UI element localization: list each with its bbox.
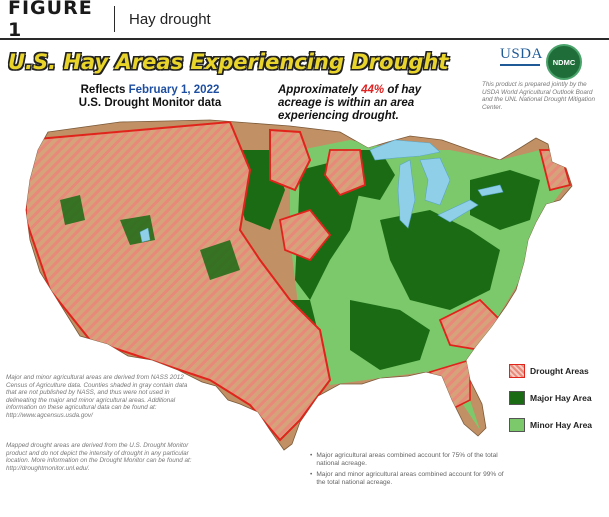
figure-title: Hay drought (129, 10, 211, 28)
lake-huron (419, 157, 451, 206)
legend-item-minor: Minor Hay Area (509, 418, 592, 432)
major-hay-ohio-valley (380, 210, 500, 310)
reflects-prefix: Reflects (80, 84, 126, 96)
reflects-date: February 1, 2022 (128, 84, 220, 96)
drought-upper-midwest (324, 149, 366, 197)
map-legend: Drought Areas Major Hay Area Minor Hay A… (509, 364, 592, 445)
drought-source-note: Mapped drought areas are derived from th… (6, 442, 192, 472)
major-hay-northeast (470, 170, 540, 230)
drought-minnesota (278, 208, 332, 262)
major-hay-south (350, 300, 430, 370)
header-separator (114, 6, 115, 32)
approx-percent: 44% (361, 84, 385, 96)
legend-item-major: Major Hay Area (509, 391, 592, 405)
acreage-bullets: • Major agricultural areas combined accou… (310, 452, 510, 490)
usda-logo: USDA (500, 46, 543, 66)
approx-text: Approximately 44% of hay acreage is with… (278, 84, 438, 123)
approx-suffix: of hay acreage is within an area experie… (278, 84, 422, 122)
drought-north-plains (269, 128, 312, 192)
legend-swatch-drought (509, 364, 525, 378)
usda-wordmark: USDA (500, 46, 543, 62)
legend-item-drought: Drought Areas (509, 364, 592, 378)
great-salt-lake (139, 227, 151, 243)
legend-swatch-minor (509, 418, 525, 432)
legend-swatch-major (509, 391, 525, 405)
ndmc-logo: NDMC (546, 44, 582, 80)
legend-label-drought: Drought Areas (530, 366, 589, 376)
lake-superior (369, 139, 441, 161)
figure-header: FIGURE 1 Hay drought (0, 0, 609, 41)
major-hay-midwest (295, 160, 360, 300)
lake-ontario (477, 184, 504, 197)
approx-prefix: Approximately (278, 84, 358, 96)
usda-underline (500, 64, 540, 66)
drought-west (26, 120, 332, 442)
legend-label-minor: Minor Hay Area (530, 420, 593, 430)
bullet-text-major: Major agricultural areas combined accoun… (316, 452, 498, 467)
bullet-item: • Major agricultural areas combined accou… (310, 452, 510, 468)
figure-label: FIGURE 1 (8, 0, 93, 41)
reflects-line2: U.S. Drought Monitor data (78, 97, 222, 109)
bullet-item: • Major and minor agricultural areas comb… (310, 471, 510, 487)
map-title: U.S. Hay Areas Experiencing Drought (8, 50, 449, 74)
bullet-text-combined: Major and minor agricultural areas combi… (316, 471, 504, 486)
major-hay-in-drought-2 (200, 240, 240, 280)
reflects-text: Reflects February 1, 2022 U.S. Drought M… (50, 84, 250, 110)
legend-label-major: Major Hay Area (530, 393, 592, 403)
major-hay-in-drought-3 (60, 195, 85, 225)
lake-erie (437, 199, 479, 223)
lake-michigan (397, 159, 416, 229)
product-credit: This product is prepared jointly by the … (482, 81, 595, 111)
ag-source-note: Major and minor agricultural areas are d… (6, 374, 188, 419)
